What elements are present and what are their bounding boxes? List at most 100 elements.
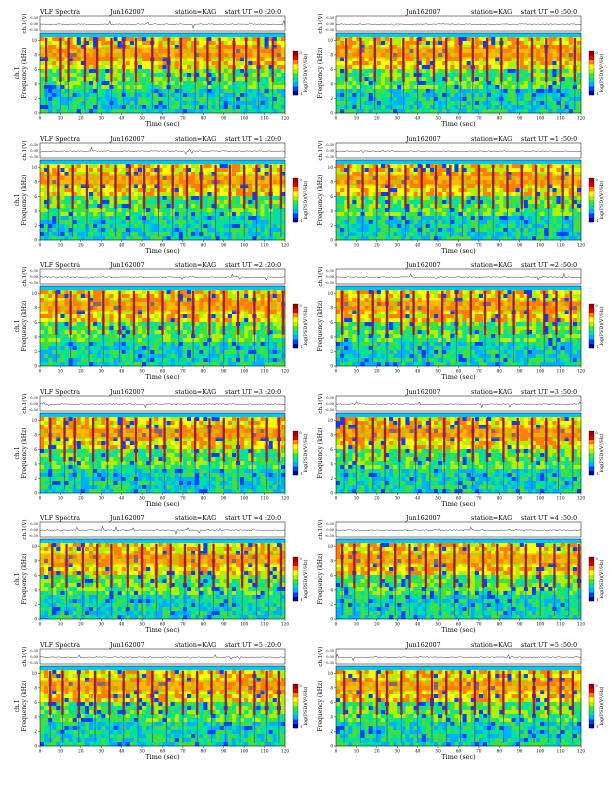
spectral-cell bbox=[512, 89, 516, 93]
spectral-cell bbox=[105, 81, 109, 85]
spectral-cell bbox=[438, 85, 442, 89]
spectral-cell bbox=[158, 109, 162, 113]
spectral-cell bbox=[397, 85, 401, 89]
spectral-cell bbox=[81, 85, 85, 89]
spectral-cell bbox=[69, 228, 73, 232]
spectral-cell bbox=[377, 81, 381, 85]
waveform-ytick-label: 0.30 bbox=[30, 269, 38, 273]
spectral-cell bbox=[524, 200, 528, 204]
spectral-cell bbox=[557, 109, 561, 113]
spectral-cell bbox=[438, 101, 442, 105]
spectral-cell bbox=[393, 188, 397, 192]
colorbar-segment bbox=[293, 77, 298, 82]
spectral-cell bbox=[187, 41, 191, 45]
spectral-cell bbox=[524, 168, 528, 172]
x-tick-label: 70 bbox=[180, 243, 186, 248]
spectral-cell bbox=[393, 73, 397, 77]
spectral-cell bbox=[73, 89, 77, 93]
spectral-cell bbox=[446, 109, 450, 113]
spectral-cell bbox=[573, 232, 577, 236]
spectral-cell bbox=[52, 200, 56, 204]
spectral-cell bbox=[552, 37, 556, 41]
spectral-cell bbox=[126, 61, 130, 65]
spectral-cell bbox=[340, 97, 344, 101]
spectral-cell bbox=[236, 61, 240, 65]
spectral-cell bbox=[479, 236, 483, 240]
spectral-cell bbox=[130, 85, 134, 89]
spectral-cell bbox=[352, 232, 356, 236]
spectral-cell bbox=[40, 109, 44, 113]
spectral-cell bbox=[93, 200, 97, 204]
panel-date: Jun162007 bbox=[109, 262, 145, 269]
spectral-cell bbox=[252, 89, 256, 93]
spectral-cell bbox=[520, 89, 524, 93]
spectral-cell bbox=[232, 204, 236, 208]
spectral-cell bbox=[183, 65, 187, 69]
spectral-cell bbox=[540, 212, 544, 216]
spectral-cell bbox=[524, 232, 528, 236]
spectral-cell bbox=[397, 196, 401, 200]
spectral-cell bbox=[483, 188, 487, 192]
spectral-cell bbox=[158, 232, 162, 236]
spectral-cell bbox=[265, 200, 269, 204]
spectral-cell bbox=[503, 224, 507, 228]
spectral-cell bbox=[179, 204, 183, 208]
spectral-cell bbox=[105, 196, 109, 200]
spectral-cell bbox=[52, 69, 56, 73]
spectral-cell bbox=[450, 212, 454, 216]
spectral-cell bbox=[389, 224, 393, 228]
spectral-cell bbox=[393, 69, 397, 73]
spectral-cell bbox=[175, 192, 179, 196]
spectral-cell bbox=[199, 97, 203, 101]
spectral-cell bbox=[73, 93, 77, 97]
spectral-cell bbox=[381, 168, 385, 172]
panel-title: VLF Spectra bbox=[39, 136, 80, 143]
spectral-cell bbox=[356, 208, 360, 212]
panel-title: VLF Spectra bbox=[39, 262, 80, 269]
spectral-cell bbox=[463, 89, 467, 93]
spectral-cell bbox=[491, 41, 495, 45]
colorbar-segment bbox=[589, 69, 594, 74]
spectral-cell bbox=[203, 200, 207, 204]
spectral-cell bbox=[352, 97, 356, 101]
spectral-cell bbox=[195, 192, 199, 196]
spectral-cell bbox=[60, 236, 64, 240]
spectral-cell bbox=[450, 232, 454, 236]
panel-start-time: start UT =0 :20:0 bbox=[225, 9, 281, 16]
spectral-cell bbox=[577, 69, 581, 73]
spectral-cell bbox=[109, 228, 113, 232]
spectral-cell bbox=[544, 216, 548, 220]
spectral-cell bbox=[175, 101, 179, 105]
spectral-cell bbox=[183, 105, 187, 109]
spectral-cell bbox=[48, 85, 52, 89]
spectral-cell bbox=[336, 220, 340, 224]
spectral-cell bbox=[199, 89, 203, 93]
spectral-cell bbox=[236, 65, 240, 69]
spectral-cell bbox=[65, 228, 69, 232]
spectral-cell bbox=[548, 236, 552, 240]
spectral-cell bbox=[105, 208, 109, 212]
spectral-cell bbox=[265, 105, 269, 109]
spectral-cell bbox=[65, 212, 69, 216]
spectral-cell bbox=[40, 101, 44, 105]
spectral-cell bbox=[352, 77, 356, 81]
spectral-cell bbox=[273, 220, 277, 224]
spectral-cell bbox=[191, 101, 195, 105]
spectral-cell bbox=[48, 77, 52, 81]
spectral-cell bbox=[524, 101, 528, 105]
spectral-cell bbox=[101, 93, 105, 97]
spectral-cell bbox=[244, 220, 248, 224]
spectral-cell bbox=[48, 89, 52, 93]
spectral-cell bbox=[385, 37, 389, 41]
spectral-cell bbox=[459, 220, 463, 224]
spectral-cell bbox=[220, 212, 224, 216]
spectral-cell bbox=[508, 109, 512, 113]
spectral-cell bbox=[114, 81, 118, 85]
spectral-cell bbox=[65, 164, 69, 168]
spectral-cell bbox=[467, 220, 471, 224]
spectral-cell bbox=[93, 101, 97, 105]
spectral-cell bbox=[265, 109, 269, 113]
x-tick-label: 40 bbox=[119, 116, 125, 121]
spectral-cell bbox=[365, 69, 369, 73]
spectral-cell bbox=[389, 212, 393, 216]
